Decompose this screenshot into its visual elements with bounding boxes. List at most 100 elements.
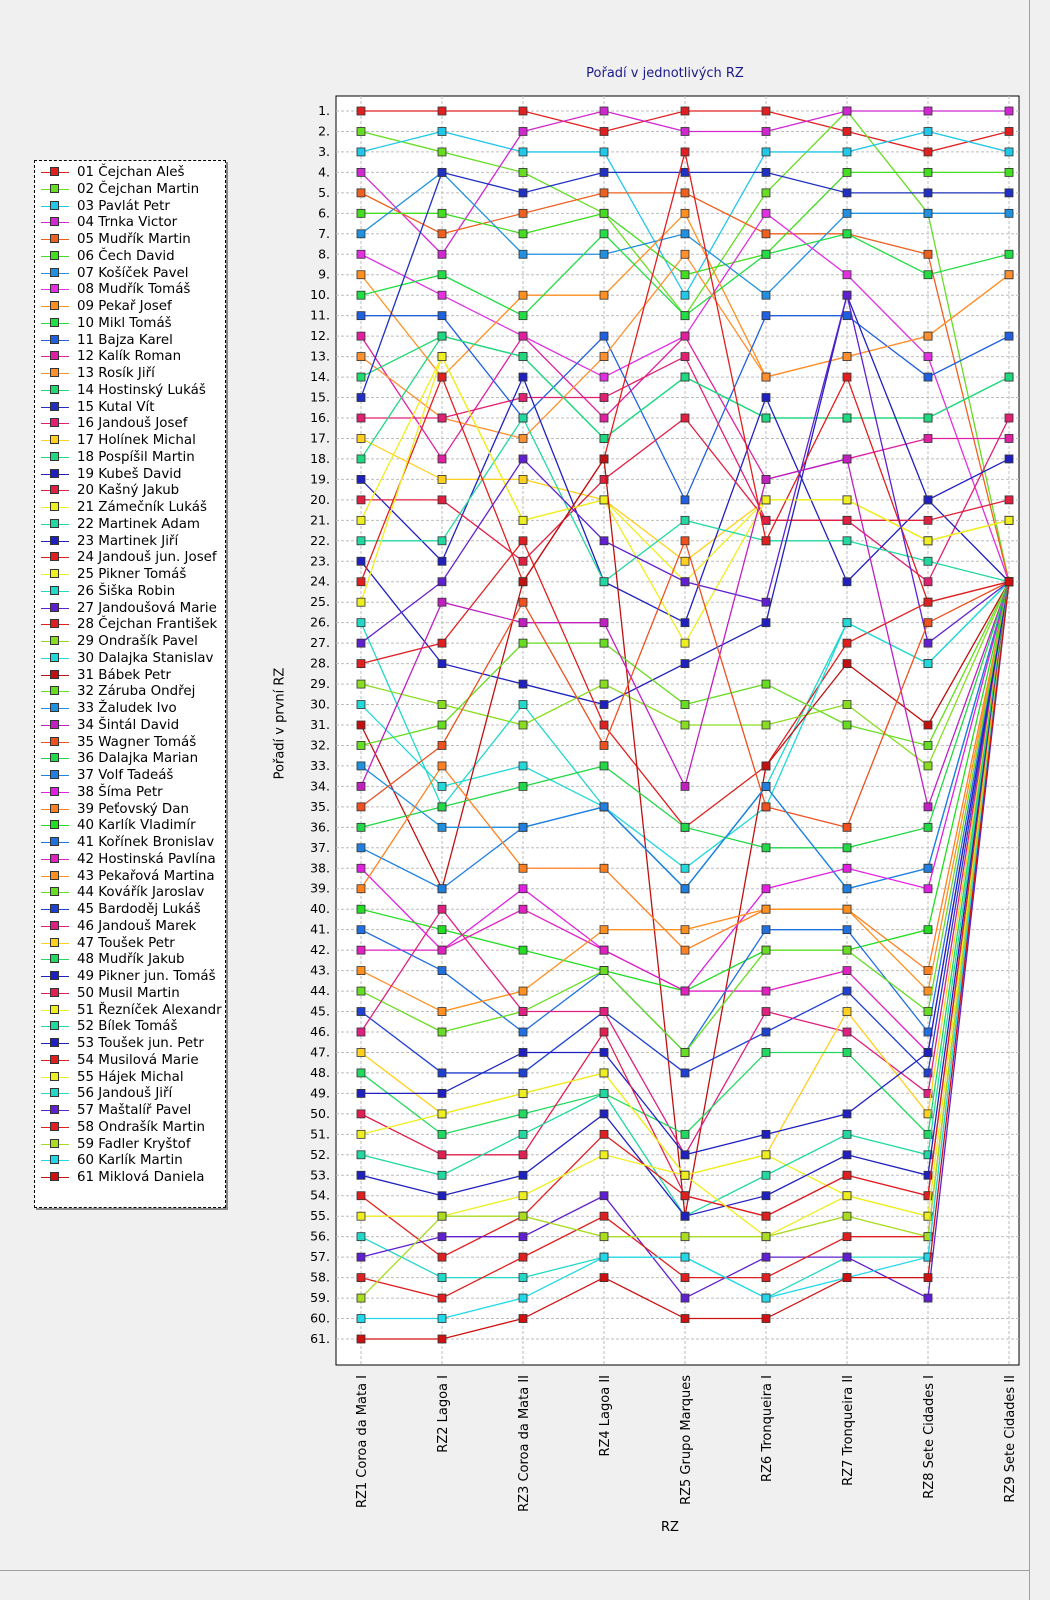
legend-label: 40 Karlík Vladimír [77,818,196,834]
legend-item: 26 Šiška Robin [35,583,225,600]
legend-swatch-marker [50,636,59,645]
data-point [761,1007,771,1016]
data-point [923,536,933,546]
legend-item: 16 Jandouš Josef [35,415,225,432]
data-point [518,1109,528,1119]
y-tick-label: 34. [310,778,330,793]
data-point [680,1211,690,1221]
data-point [356,1027,366,1037]
series [356,331,1014,464]
data-point [761,925,771,935]
data-point [842,843,852,853]
legend-swatch-marker [50,368,59,377]
data-point [923,1089,933,1098]
data-point [437,659,447,668]
legend-label: 23 Martinek Jiří [77,533,179,549]
data-point [518,638,528,648]
legend-swatch-marker [50,435,59,444]
legend-label: 24 Jandouš jun. Josef [77,550,217,566]
data-point [356,1150,366,1160]
y-tick-label: 33. [310,758,330,773]
legend-swatch-marker [50,585,59,595]
legend-swatch-marker [50,552,59,562]
legend-label: 02 Čejchan Martin [77,181,200,197]
data-point [842,1211,852,1221]
data-point [842,1170,852,1180]
data-point [680,208,690,218]
y-tick-label: 1. [318,103,330,118]
y-tick-label: 28. [310,656,330,671]
data-point [680,413,690,423]
x-tick-label: RZ4 Lagoa II [598,1375,613,1457]
data-point [437,638,447,648]
legend-item: 25 Pikner Tomáš [35,566,225,583]
data-point [680,290,690,300]
legend-label: 18 Pospíšil Martin [77,449,195,465]
legend-label: 01 Čejchan Aleš [77,165,185,180]
legend-item: 36 Dalajka Marian [35,750,225,767]
legend-label: 61 Miklová Daniela [77,1170,205,1185]
data-point [356,822,366,832]
data-point [599,290,609,300]
legend-swatch-marker [50,1021,59,1031]
data-point [437,966,447,975]
series [356,249,1014,443]
data-point [599,1232,609,1242]
data-point [356,372,366,382]
legend-swatch-marker [50,518,59,528]
data-point [356,638,366,648]
data-point [518,311,528,321]
data-point [518,720,528,730]
legend-swatch-marker [50,820,59,830]
data-point [518,290,528,300]
data-point [599,1048,609,1057]
legend-item: 03 Pavlát Petr [35,198,225,215]
data-point [842,127,852,136]
y-tick-label: 31. [310,717,330,732]
data-point [923,147,933,157]
legend-item: 52 Bílek Tomáš [35,1018,225,1035]
legend-swatch-marker [50,937,59,947]
data-point [842,945,852,955]
data-point [680,925,690,935]
data-point [356,1334,366,1344]
data-point [356,720,366,730]
data-point [356,1293,366,1303]
data-point [518,1273,528,1282]
legend-swatch-marker [50,451,59,461]
legend-item: 54 Musilová Marie [35,1052,225,1069]
legend-swatch-marker [50,284,59,294]
data-point [680,495,690,505]
data-point [923,1232,933,1242]
legend-swatch-marker [50,183,59,193]
data-point [437,1273,447,1282]
data-point [599,331,609,341]
data-point [437,106,447,116]
data-point [680,945,690,955]
legend-item: 20 Kašný Jakub [35,482,225,499]
legend-label: 59 Fadler Kryštof [77,1136,191,1152]
series [356,106,1014,259]
y-tick-labels: 1. 2. 3. 4. 5. 6. 7. 8. 9. 10. 11. 12. 13. 14. 15. 16. 1… [310,103,330,1346]
y-tick-label: 19. [310,471,330,486]
data-point [518,597,528,607]
data-point [680,188,690,198]
series [356,167,1014,402]
y-tick-label: 51. [310,1126,330,1141]
data-point [680,249,690,259]
y-tick-label: 18. [310,451,330,466]
legend-label: 07 Košíček Pavel [77,265,189,281]
x-tick-label: RZ3 Coroa da Mata II [517,1375,532,1512]
legend-item: 51 Řezníček Alexandr [35,1002,225,1019]
data-point [599,1273,609,1282]
legend-swatch-marker [50,1088,59,1098]
legend-swatch-marker [50,267,59,277]
data-point [356,904,366,914]
data-point [356,884,366,894]
data-point [518,1211,528,1221]
data-point [437,1068,447,1078]
y-tick-label: 48. [310,1065,330,1080]
data-point [356,1211,366,1221]
data-point [599,802,609,812]
